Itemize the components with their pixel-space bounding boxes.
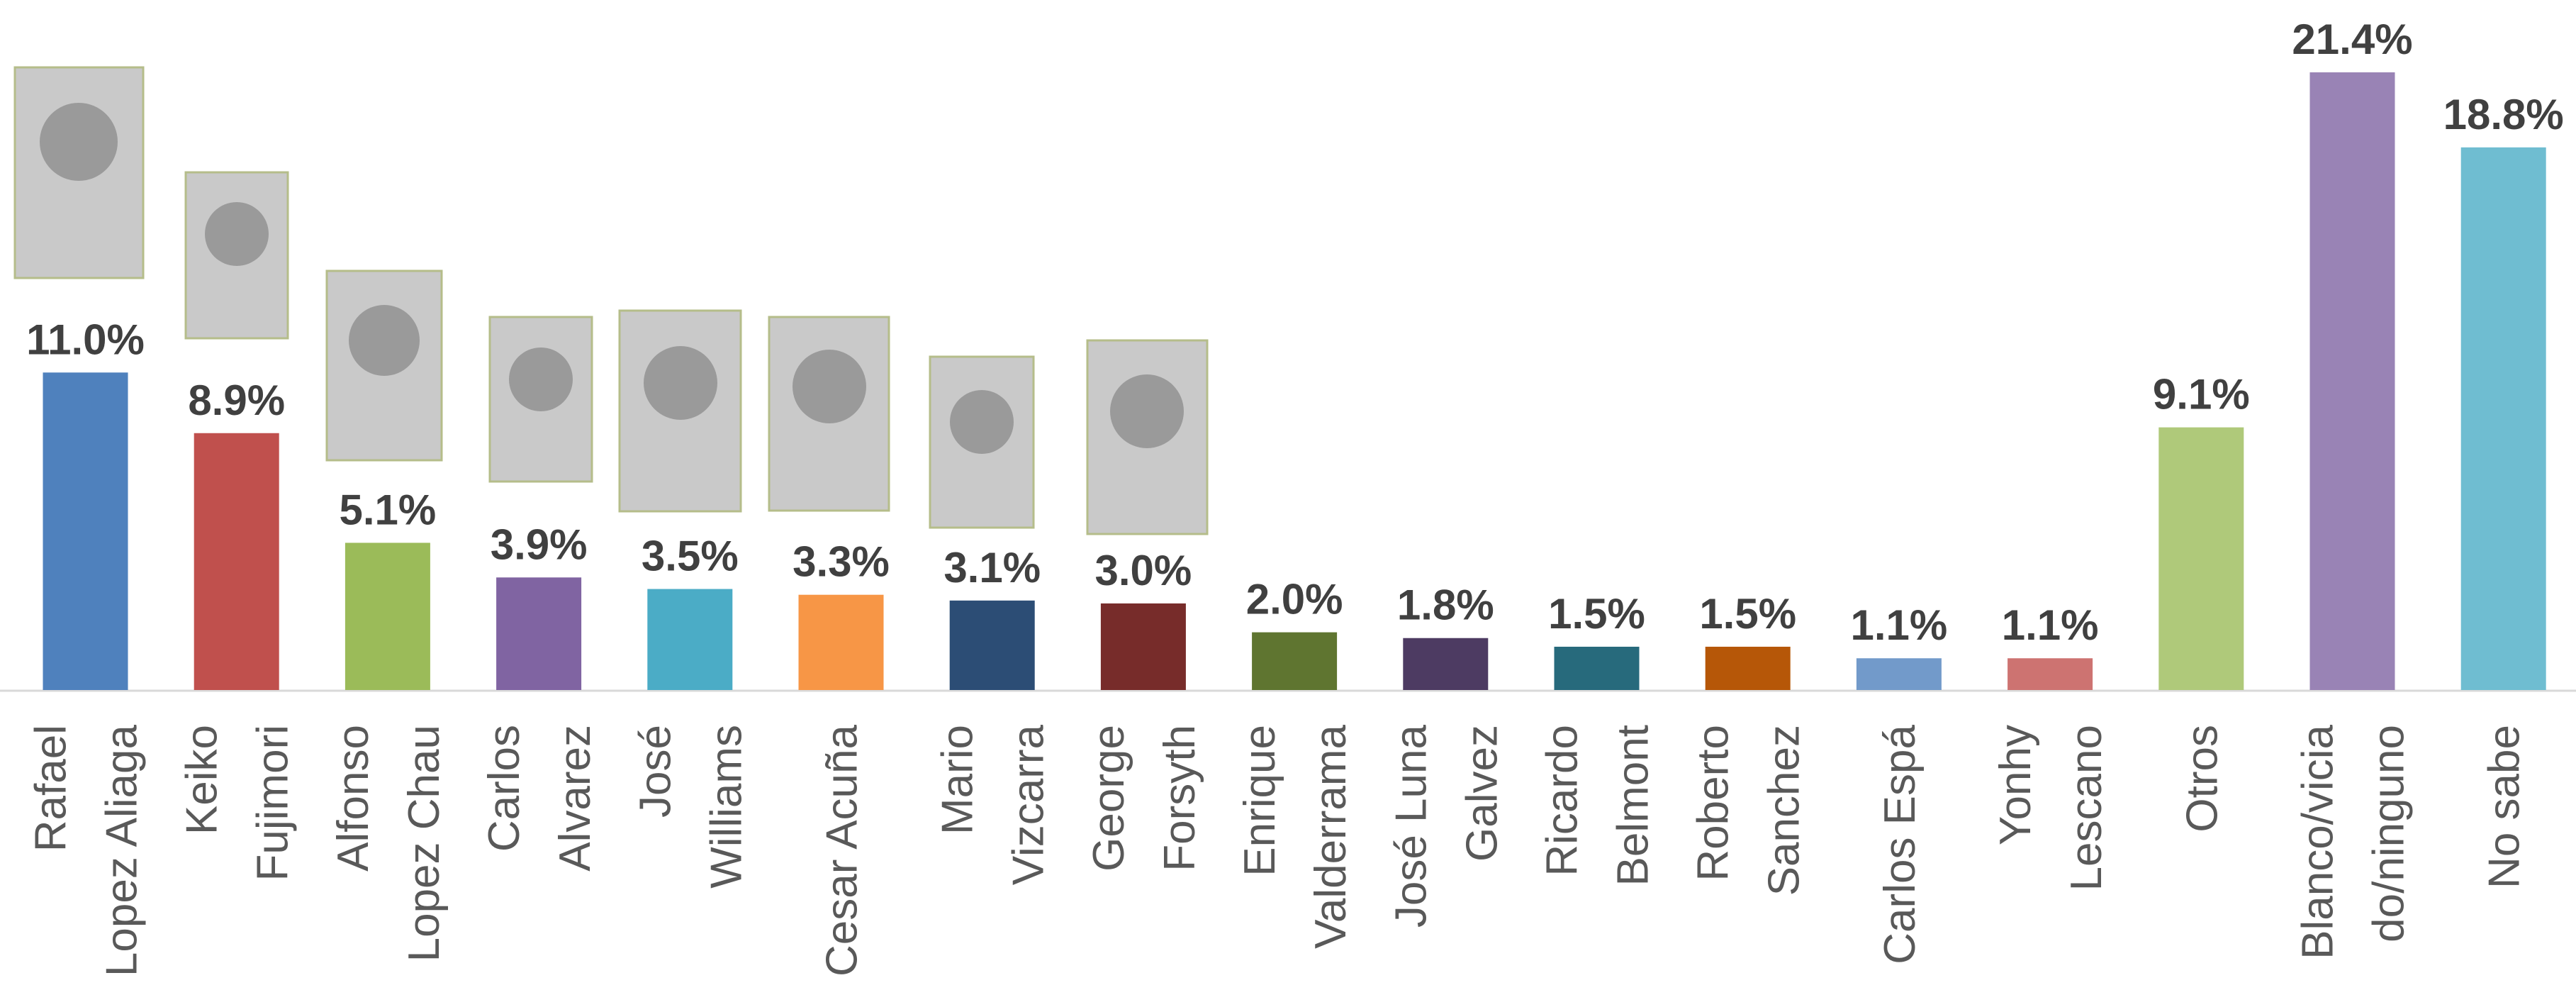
x-tick-label: José bbox=[631, 725, 680, 818]
bar bbox=[950, 601, 1035, 690]
bar bbox=[1252, 633, 1337, 690]
x-tick-label: Mario bbox=[934, 725, 982, 835]
bar bbox=[2461, 148, 2546, 690]
photo-silhouette bbox=[509, 347, 573, 411]
value-label: 3.5% bbox=[642, 533, 739, 580]
value-label: 8.9% bbox=[188, 377, 285, 424]
value-label: 3.1% bbox=[943, 544, 1041, 591]
bar bbox=[43, 372, 128, 690]
x-tick-label: Enrique bbox=[1236, 725, 1284, 877]
bar bbox=[1101, 604, 1186, 690]
x-tick-label: do/ninguno bbox=[2365, 725, 2414, 942]
candidate-photos bbox=[15, 67, 1207, 534]
page: {"chart_data": {"type": "bar", "categori… bbox=[0, 0, 2576, 990]
photo-silhouette bbox=[40, 103, 118, 181]
chart: 11.0% Rafael Lopez Aliaga 8.9% Keiko Fujimori… bbox=[0, 0, 2576, 990]
x-tick-label: Yonhy bbox=[1991, 725, 2040, 845]
value-label: 1.5% bbox=[1548, 590, 1645, 638]
x-tick-label: Vizcarra bbox=[1004, 724, 1053, 885]
photo-silhouette bbox=[1110, 374, 1184, 448]
bar bbox=[194, 433, 279, 690]
photo-silhouette bbox=[205, 202, 269, 266]
value-label: 11.0% bbox=[26, 316, 145, 363]
bar bbox=[1403, 638, 1488, 690]
x-tick-label: Keiko bbox=[178, 725, 227, 835]
value-label: 3.3% bbox=[793, 538, 890, 586]
x-tick-label: George bbox=[1085, 725, 1133, 872]
value-label: 2.0% bbox=[1246, 576, 1343, 623]
bar bbox=[1706, 647, 1791, 690]
x-tick-label: Lopez Aliaga bbox=[98, 724, 147, 977]
x-tick-label: Roberto bbox=[1689, 725, 1738, 881]
x-tick-label: Alfonso bbox=[329, 725, 378, 872]
bar bbox=[1555, 647, 1640, 690]
x-tick-label: Sanchez bbox=[1760, 725, 1809, 896]
bar bbox=[799, 595, 884, 690]
x-tick-label: Blanco/vicia bbox=[2294, 724, 2343, 959]
x-tick-label: José Luna bbox=[1387, 724, 1435, 928]
x-tick-label: Lescano bbox=[2062, 725, 2111, 891]
photo-silhouette bbox=[950, 390, 1014, 454]
photo-silhouette bbox=[349, 305, 420, 376]
bar bbox=[1857, 658, 1942, 690]
x-tick-label: Williams bbox=[702, 725, 751, 889]
value-label: 3.0% bbox=[1095, 547, 1192, 594]
x-tick-label: Valderrama bbox=[1306, 724, 1355, 948]
value-label: 9.1% bbox=[2153, 371, 2250, 418]
value-label: 5.1% bbox=[340, 486, 437, 533]
x-tick-label: Carlos bbox=[480, 725, 529, 852]
photo-silhouette bbox=[644, 346, 717, 420]
value-label: 1.1% bbox=[2002, 601, 2099, 649]
photo-silhouette bbox=[793, 350, 866, 423]
x-tick-label: Lopez Chau bbox=[400, 725, 449, 962]
value-label: 3.9% bbox=[491, 521, 588, 568]
x-tick-label: Carlos Espá bbox=[1876, 724, 1925, 964]
value-label: 1.5% bbox=[1699, 590, 1796, 638]
x-tick-label: Ricardo bbox=[1538, 725, 1587, 877]
x-tick-label: Belmont bbox=[1609, 725, 1658, 886]
value-label: 1.8% bbox=[1397, 582, 1494, 629]
value-label: 18.8% bbox=[2443, 91, 2564, 138]
x-tick-label: Otros bbox=[2178, 725, 2227, 833]
bar bbox=[2158, 428, 2244, 690]
bar bbox=[496, 577, 581, 690]
x-tick-label: Galvez bbox=[1457, 725, 1506, 862]
x-tick-label: Rafael bbox=[27, 725, 76, 852]
x-tick-label: Alvarez bbox=[551, 725, 600, 872]
value-label: 1.1% bbox=[1851, 601, 1948, 649]
x-tick-label: Forsyth bbox=[1155, 725, 1204, 872]
x-tick-label: Fujimori bbox=[249, 725, 298, 881]
bar bbox=[2007, 658, 2093, 690]
x-tick-label: No sabe bbox=[2480, 725, 2529, 889]
x-tick-label: Cesar Acuña bbox=[818, 724, 867, 977]
bar bbox=[647, 589, 732, 690]
value-label: 21.4% bbox=[2292, 16, 2412, 63]
bar bbox=[2310, 72, 2395, 690]
bar bbox=[345, 543, 430, 690]
